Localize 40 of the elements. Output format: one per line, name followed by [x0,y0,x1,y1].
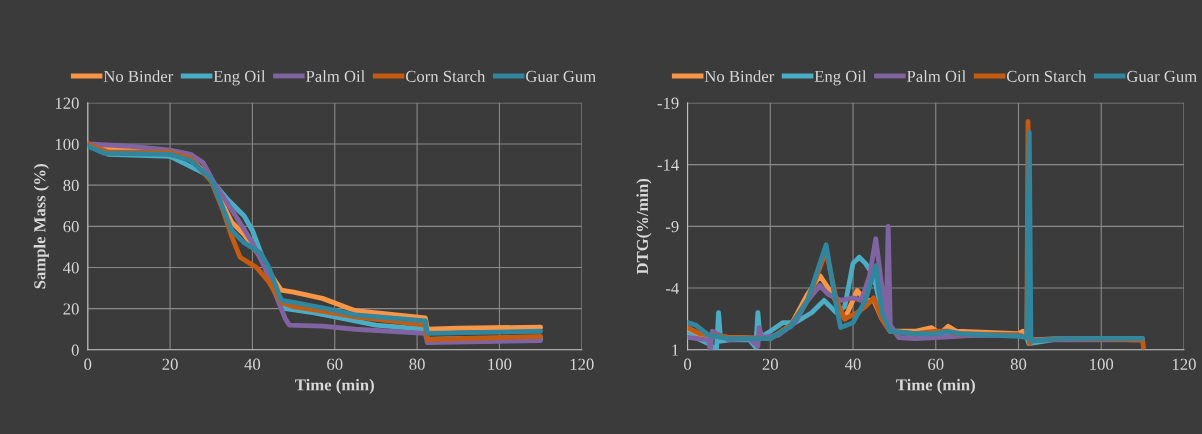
y-tick-label: -14 [657,159,679,171]
x-axis-title: Time (min) [896,378,975,394]
legend-label: No Binder [103,70,174,82]
y-tick-label: 0 [71,344,79,356]
y-tick-label: 1 [672,344,679,356]
x-tick-label: 0 [684,358,692,370]
y-tick-label: -4 [665,282,679,294]
y-tick-label: -9 [665,221,679,233]
y-axis-title: DTG(%/min) [636,178,652,275]
x-tick-label: 120 [1172,358,1196,370]
legend-label: Guar Gum [1127,70,1197,82]
legend-label: Eng Oil [814,70,867,86]
legend-label: Corn Starch [405,70,486,82]
x-tick-label: 120 [570,358,594,370]
y-tick-label: 80 [63,179,79,192]
y-tick-label: 120 [55,97,79,109]
legend-label: No Binder [704,70,775,82]
legend-label: Guar Gum [526,70,596,82]
x-tick-label: 60 [928,358,944,370]
x-tick-label: 20 [162,358,178,370]
y-tick-label: 20 [63,303,79,315]
y-axis-title: Sample Mass (%) [33,164,49,289]
y-tick-label: 40 [63,262,79,274]
legend-label: Corn Starch [1006,70,1087,82]
x-tick-label: 80 [409,358,425,370]
x-tick-label: 60 [327,358,343,370]
x-tick-label: 80 [1010,358,1027,370]
legend-label: Palm Oil [907,70,966,82]
x-tick-label: 100 [1090,358,1114,370]
y-tick-label: 60 [63,221,79,233]
x-tick-label: 40 [845,358,861,370]
x-tick-label: 0 [84,358,92,370]
legend-label: Eng Oil [213,70,266,86]
x-tick-label: 20 [762,358,778,370]
x-axis-title: Time (min) [295,378,374,394]
x-tick-label: 100 [488,358,512,370]
x-tick-label: 40 [244,358,261,370]
y-tick-label: -19 [657,97,679,109]
y-tick-label: 100 [55,138,79,150]
legend-label: Palm Oil [306,70,365,82]
